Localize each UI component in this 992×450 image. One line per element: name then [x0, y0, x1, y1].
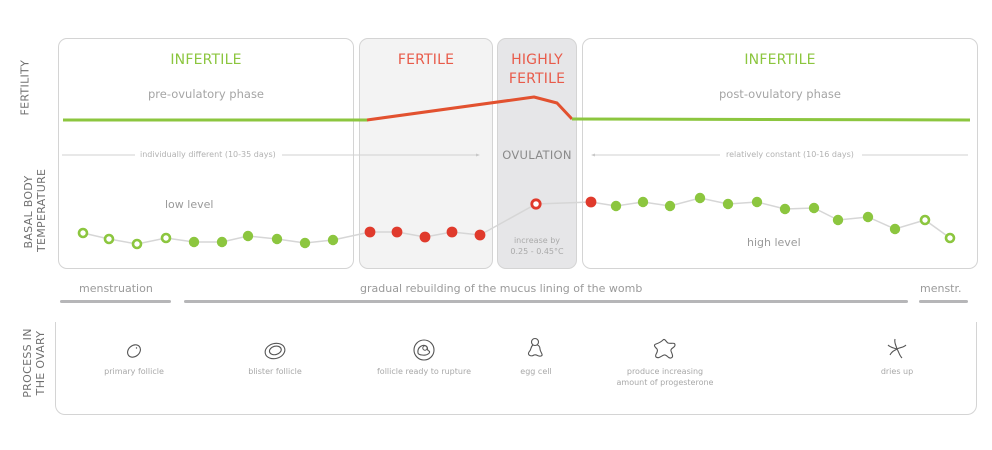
- bbt-point-green: [637, 196, 649, 208]
- bbt-point-green: [751, 196, 763, 208]
- bbt-point-green: [610, 200, 622, 212]
- ovary-step-dries-up: dries up: [817, 336, 977, 377]
- egg-cell-icon: [527, 337, 543, 357]
- follicle-rupture-label: follicle ready to rupture: [376, 367, 471, 376]
- fertility-line-fertile: [366, 95, 574, 122]
- bbt-points-low: [77, 227, 339, 250]
- ovary-step-primary-follicle: primary follicle: [54, 340, 214, 377]
- bbt-point-green: [271, 233, 283, 245]
- bbt-point-open-green: [160, 232, 172, 244]
- follicle-rupture-icon: [413, 339, 435, 361]
- bbt-point-green: [694, 192, 706, 204]
- blister-follicle-label: blister follicle: [248, 367, 302, 376]
- corpus-luteum-icon: [653, 338, 676, 359]
- bbt-point-red: [364, 226, 376, 238]
- primary-follicle-label: primary follicle: [104, 367, 164, 376]
- menstr-bar: [919, 300, 968, 303]
- bbt-point-green: [242, 230, 254, 242]
- ovulation-label: OVULATION: [502, 148, 572, 162]
- infertile-pre-ovulatory-panel: INFERTILE pre-ovulatory phase low level: [58, 38, 354, 269]
- phase-title-highly-fertile: HIGHLY FERTILE: [498, 51, 576, 89]
- phase-title-infertile-post: INFERTILE: [744, 52, 816, 68]
- bbt-points-high: [610, 192, 956, 244]
- highly-fertile-panel: HIGHLY FERTILE OVULATION increase by 0.2…: [497, 38, 577, 269]
- bbt-point-open-red-ovulation: [530, 198, 542, 210]
- bbt-point-green: [779, 203, 791, 215]
- bbt-point-green: [664, 200, 676, 212]
- rebuilding-bar: [184, 300, 908, 303]
- high-level-label: high level: [747, 236, 801, 249]
- dried-corpus-icon: [887, 338, 907, 359]
- post-duration-label: relatively constant (10-16 days): [726, 150, 854, 159]
- menstr-label: menstr.: [920, 282, 962, 295]
- pre-duration-arrow-icon: [476, 153, 480, 157]
- post-duration-arrow-icon: [591, 153, 595, 157]
- bbt-point-open-green: [944, 232, 956, 244]
- infertile-post-ovulatory-panel: INFERTILE post-ovulatory phase high leve…: [582, 38, 978, 269]
- bbt-point-open-green: [131, 238, 143, 250]
- bbt-point-green: [188, 236, 200, 248]
- bbt-points-fertile: [364, 196, 597, 243]
- progesterone-label-line2: amount of progesterone: [616, 378, 714, 387]
- bbt-point-green: [808, 202, 820, 214]
- bbt-point-red: [474, 229, 486, 241]
- bbt-point-green: [862, 211, 874, 223]
- menstruation-bar: [60, 300, 171, 303]
- progesterone-label-line1: produce increasing: [626, 367, 704, 376]
- bbt-point-green: [889, 223, 901, 235]
- highly-fertile-line2: FERTILE: [508, 71, 566, 87]
- highly-fertile-line1: HIGHLY: [511, 52, 563, 68]
- phase-title-infertile-pre: INFERTILE: [170, 52, 242, 68]
- fertile-panel: FERTILE: [359, 38, 493, 269]
- bbt-point-open-green: [919, 214, 931, 226]
- bbt-point-green: [299, 237, 311, 249]
- blister-follicle-icon: [264, 342, 286, 360]
- ovary-step-blister-follicle: blister follicle: [195, 340, 355, 377]
- primary-follicle-icon: [127, 344, 141, 358]
- bbt-point-open-green: [77, 227, 89, 239]
- bbt-point-green: [216, 236, 228, 248]
- progesterone-label: produce increasing amount of progesteron…: [585, 366, 745, 388]
- bbt-curve-line: [82, 197, 951, 245]
- bbt-point-red: [446, 226, 458, 238]
- phase-title-fertile: FERTILE: [397, 52, 455, 68]
- temperature-increase-note: increase by 0.25 - 0.45°C: [498, 235, 576, 257]
- bbt-point-red: [419, 231, 431, 243]
- ovary-process-panel: [55, 322, 977, 415]
- fertility-line-infertile-post: [571, 117, 971, 122]
- bbt-point-green: [722, 198, 734, 210]
- dries-up-label: dries up: [880, 367, 914, 376]
- bbt-point-open-green: [103, 233, 115, 245]
- ovary-step-follicle-rupture: follicle ready to rupture: [344, 338, 504, 377]
- ovary-step-progesterone: produce increasing amount of progesteron…: [585, 336, 745, 388]
- phase-subtitle-post: post-ovulatory phase: [718, 87, 841, 101]
- low-level-label: low level: [165, 198, 214, 211]
- bbt-point-green: [327, 234, 339, 246]
- menstruation-label: menstruation: [79, 282, 153, 295]
- rebuilding-label: gradual rebuilding of the mucus lining o…: [360, 282, 643, 295]
- bbt-point-green: [832, 214, 844, 226]
- increase-line1: increase by: [513, 236, 561, 245]
- bbt-point-red: [391, 226, 403, 238]
- phase-subtitle-pre: pre-ovulatory phase: [147, 87, 265, 101]
- ovary-step-egg-cell: egg cell: [456, 336, 616, 377]
- bbt-point-red: [585, 196, 597, 208]
- egg-cell-label: egg cell: [520, 367, 552, 376]
- pre-duration-label: individually different (10-35 days): [140, 150, 276, 159]
- increase-line2: 0.25 - 0.45°C: [510, 247, 564, 256]
